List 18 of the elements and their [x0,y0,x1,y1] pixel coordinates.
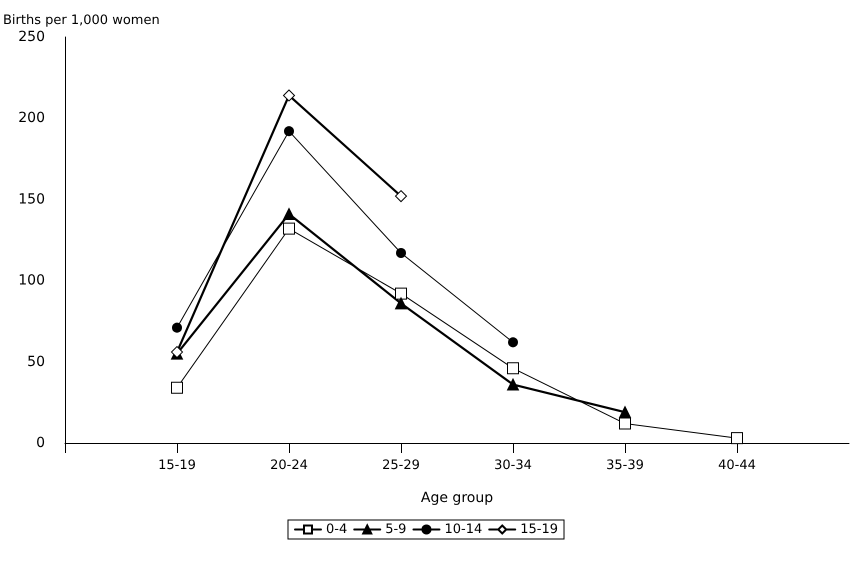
x-axis-title: Age group [420,490,494,506]
y-tick-label: 0 [36,435,45,451]
x-tick-label: 30-34 [494,458,532,473]
x-tick-label: 40-44 [718,458,756,473]
y-tick-label: 250 [18,29,45,45]
legend-label: 15-19 [520,522,558,537]
legend-label: 10-14 [444,522,482,537]
x-tick-label: 25-29 [382,458,420,473]
x-tick-label: 15-19 [158,458,196,473]
y-tick-label: 200 [18,110,45,126]
y-tick-label: 50 [27,354,45,370]
legend-label: 0-4 [326,522,348,537]
x-tick-label: 20-24 [270,458,308,473]
y-tick-label: 150 [18,191,45,208]
y-tick-label: 100 [18,272,45,289]
x-tick-label: 35-39 [606,458,644,473]
y-axis-title: Births per 1,000 women [3,13,160,28]
legend-label: 5-9 [385,522,406,537]
